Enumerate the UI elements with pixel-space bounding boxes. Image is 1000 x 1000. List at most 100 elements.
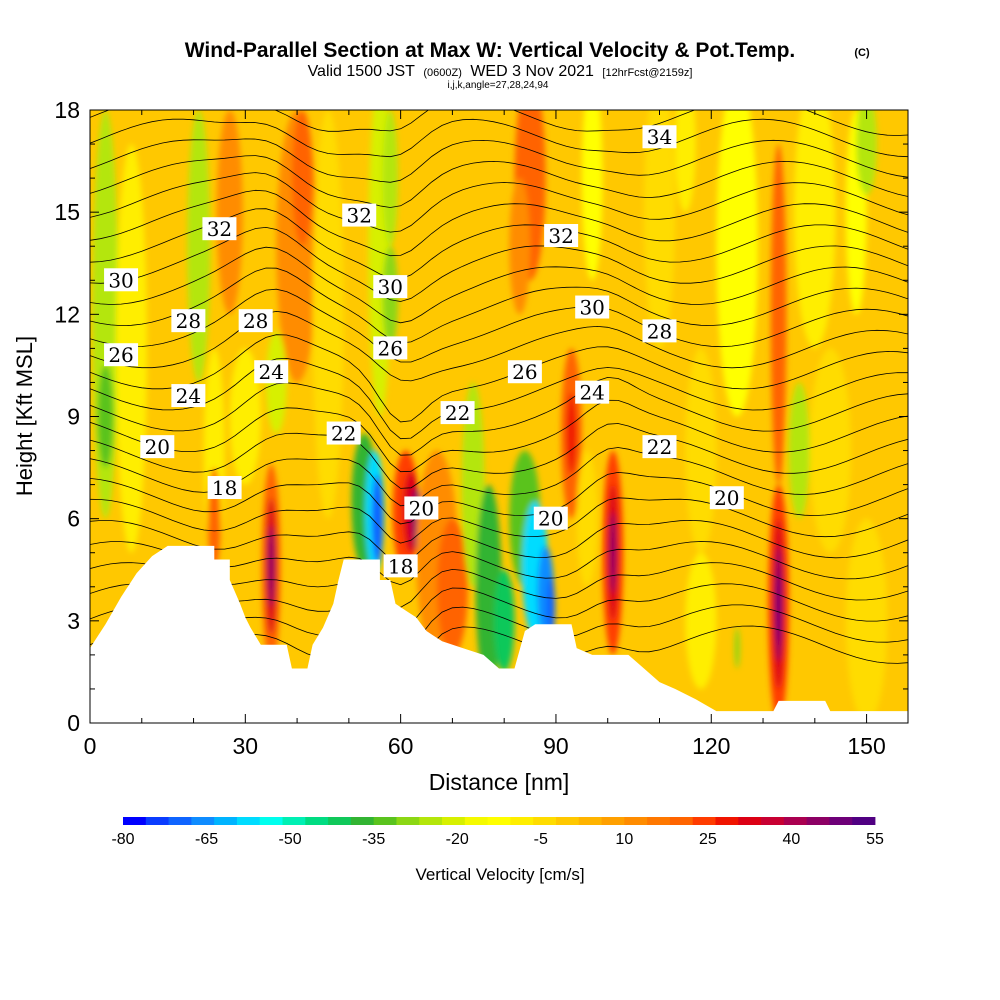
- colorbar-swatch: [328, 817, 352, 825]
- theta-label: 20: [709, 486, 744, 510]
- velocity-cell: [187, 110, 211, 383]
- theta-label-box: [575, 380, 610, 404]
- terrain: [90, 545, 908, 723]
- colorbar-swatch: [692, 817, 716, 825]
- velocity-cell: [770, 144, 787, 485]
- x-axis-label: Distance [nm]: [429, 769, 570, 795]
- colorbar-swatch: [442, 817, 466, 825]
- velocity-cell: [312, 110, 344, 519]
- theta-contour: [90, 399, 908, 473]
- theta-label-text: 34: [647, 125, 672, 149]
- velocity-cell: [581, 110, 603, 281]
- y-tick-label: 3: [67, 608, 80, 634]
- forecast-info: [12hrFcst@2159z]: [602, 67, 692, 79]
- theta-contour: [90, 334, 908, 423]
- velocity-cell: [371, 474, 384, 563]
- theta-contour: [90, 246, 908, 324]
- theta-label-text: 28: [243, 309, 268, 333]
- theta-contour: [90, 138, 908, 183]
- velocity-cell: [216, 110, 243, 315]
- colorbar-swatch: [396, 817, 420, 825]
- theta-label: 26: [104, 343, 139, 367]
- theta-label: 28: [642, 319, 677, 343]
- colorbar-swatch: [282, 817, 306, 825]
- theta-label: 30: [373, 275, 408, 299]
- theta-label-text: 18: [212, 476, 237, 500]
- theta-label-box: [642, 435, 677, 459]
- theta-label: 22: [440, 401, 475, 425]
- theta-label-box: [238, 309, 273, 333]
- theta-label-text: 28: [176, 309, 201, 333]
- theta-contour: [90, 226, 908, 302]
- theta-label: 22: [642, 435, 677, 459]
- theta-label-text: 32: [207, 217, 232, 241]
- valid-date: WED 3 Nov 2021: [470, 63, 594, 80]
- theta-label: 30: [575, 295, 610, 320]
- colorbar-tick-label: 40: [783, 831, 801, 848]
- velocity-cell: [97, 365, 114, 468]
- theta-label-text: 30: [378, 275, 403, 299]
- velocity-cell: [675, 110, 696, 213]
- terrain-layer: [90, 545, 908, 723]
- theta-label-box: [383, 554, 418, 578]
- colorbar-swatch: [419, 817, 443, 825]
- theta-label: 32: [202, 217, 237, 241]
- theta-label-box: [140, 435, 175, 459]
- colorbar-swatch: [829, 817, 853, 825]
- y-tick-label: 12: [54, 301, 80, 327]
- theta-label-box: [575, 295, 610, 319]
- velocity-cell: [716, 110, 758, 417]
- theta-label: 32: [544, 224, 579, 248]
- colorbar-tick-label: -5: [534, 831, 548, 848]
- colorbar-swatch: [373, 817, 397, 825]
- theta-contour: [90, 376, 908, 456]
- colorbar: -80 -65 -50 -35 -20 -5 10 25 40 55: [111, 817, 884, 848]
- theta-contour: [90, 423, 908, 489]
- colorbar-swatch: [647, 817, 671, 825]
- colorbar-swatch: [145, 817, 169, 825]
- theta-label-box: [202, 217, 237, 241]
- colorbar-swatch: [761, 817, 785, 825]
- theta-label-text: 24: [579, 381, 604, 405]
- velocity-cell: [546, 576, 555, 638]
- velocity-cell: [291, 110, 313, 247]
- theta-label-text: 24: [176, 384, 201, 408]
- theta-contour: [90, 519, 908, 564]
- colorbar-swatch: [783, 817, 808, 825]
- theta-contour: [90, 471, 908, 525]
- colorbar-tick-label: 10: [615, 831, 633, 848]
- colorbar-swatch: [852, 817, 876, 825]
- theta-label-text: 22: [331, 422, 356, 446]
- colorbar-swatch: [555, 817, 580, 825]
- y-axis: 0 3 6 9 12 15 18: [54, 97, 908, 736]
- theta-label-box: [440, 401, 475, 425]
- theta-label-text: 26: [378, 336, 403, 360]
- theta-label-text: 26: [512, 360, 537, 384]
- theta-label-box: [104, 343, 139, 367]
- theta-label: 34: [642, 125, 677, 149]
- x-tick-label: 0: [84, 733, 97, 759]
- theta-label-box: [254, 360, 289, 384]
- y-tick-label: 6: [67, 506, 80, 532]
- theta-label-box: [404, 496, 439, 520]
- theta-label-box: [533, 506, 568, 530]
- colorbar-swatch: [738, 817, 762, 825]
- theta-label-box: [171, 384, 206, 408]
- theta-label: 26: [507, 360, 542, 384]
- theta-label-text: 32: [346, 204, 371, 228]
- theta-label-text: 18: [388, 554, 413, 578]
- theta-label: 26: [373, 336, 408, 360]
- colorbar-tick-label: -80: [111, 831, 134, 848]
- velocity-cell: [382, 110, 399, 247]
- theta-contour: [90, 118, 908, 158]
- theta-contour: [90, 497, 908, 544]
- colorbar-swatch: [350, 817, 375, 825]
- theta-contour: [90, 155, 908, 208]
- theta-label: 18: [383, 554, 418, 578]
- theta-label: 28: [238, 309, 273, 333]
- y-tick-label: 9: [67, 404, 80, 430]
- theta-label: 30: [104, 268, 139, 292]
- theta-label-box: [171, 309, 206, 333]
- colorbar-swatch: [214, 817, 238, 825]
